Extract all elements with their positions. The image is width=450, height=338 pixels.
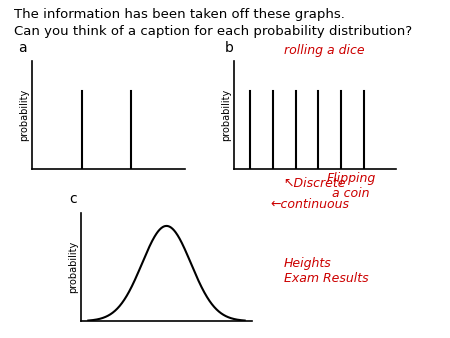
Text: c: c [70, 192, 77, 206]
Y-axis label: probability: probability [221, 89, 231, 141]
Text: b: b [225, 41, 234, 55]
Text: rolling a dice: rolling a dice [284, 44, 364, 57]
Text: ↖Discrete: ↖Discrete [284, 177, 346, 190]
Text: Flipping
a coin: Flipping a coin [326, 172, 376, 200]
Text: a: a [18, 41, 27, 55]
Text: The information has been taken off these graphs.: The information has been taken off these… [14, 8, 344, 21]
Y-axis label: probability: probability [68, 241, 78, 293]
Y-axis label: probability: probability [19, 89, 29, 141]
Text: ←continuous: ←continuous [270, 198, 349, 211]
Text: Can you think of a caption for each probability distribution?: Can you think of a caption for each prob… [14, 25, 412, 38]
Text: Heights
Exam Results: Heights Exam Results [284, 257, 368, 285]
